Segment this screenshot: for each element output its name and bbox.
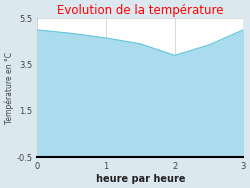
Title: Evolution de la température: Evolution de la température — [57, 4, 224, 17]
X-axis label: heure par heure: heure par heure — [96, 174, 185, 184]
Y-axis label: Température en °C: Température en °C — [4, 52, 14, 124]
